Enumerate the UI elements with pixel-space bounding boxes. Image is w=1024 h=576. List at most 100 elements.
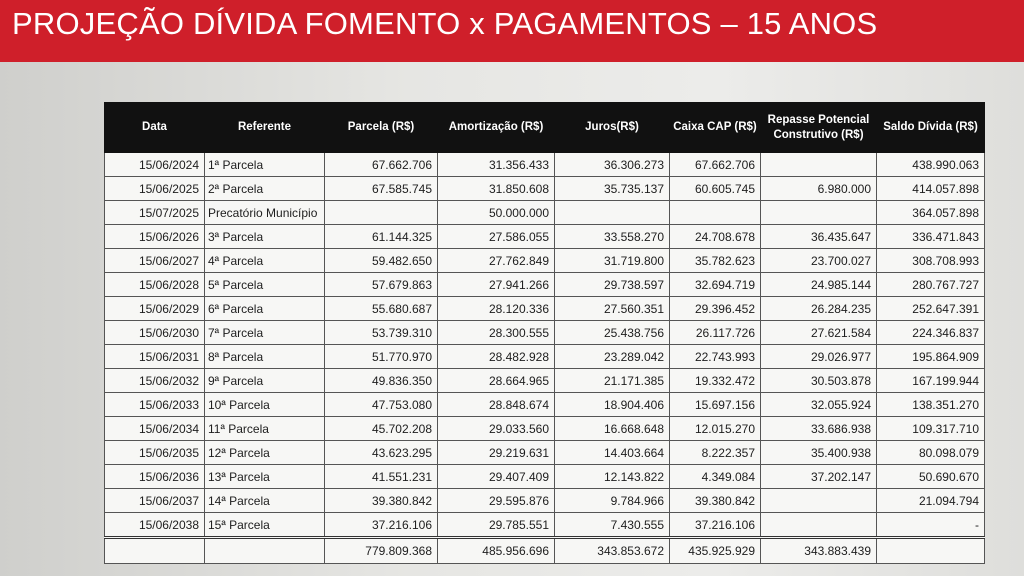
table-cell: 49.836.350	[324, 368, 438, 393]
table-cell: 364.057.898	[876, 200, 985, 225]
table-cell: 9.784.966	[554, 488, 670, 513]
total-cell: 343.853.672	[554, 536, 670, 564]
table-cell: 41.551.231	[324, 464, 438, 489]
table-cell: 29.738.597	[554, 272, 670, 297]
total-cell: 485.956.696	[437, 536, 555, 564]
table-row: 15/06/2038 15ª Parcela 37.216.106 29.785.55…	[104, 512, 985, 538]
table-cell	[669, 200, 761, 225]
table-cell: 37.202.147	[760, 464, 877, 489]
table-cell: 33.558.270	[554, 224, 670, 249]
table-cell: 15/06/2037	[104, 488, 205, 513]
table-cell: 29.785.551	[437, 512, 555, 538]
table-cell: 12ª Parcela	[204, 440, 325, 465]
table-cell: 252.647.391	[876, 296, 985, 321]
table-cell: 15/06/2028	[104, 272, 205, 297]
table-cell: -	[876, 512, 985, 538]
table-cell: 15/06/2025	[104, 176, 205, 201]
table-cell: 51.770.970	[324, 344, 438, 369]
table-cell: 14ª Parcela	[204, 488, 325, 513]
table-cell: 8ª Parcela	[204, 344, 325, 369]
table-cell: 15/06/2032	[104, 368, 205, 393]
table-cell: 138.351.270	[876, 392, 985, 417]
table-cell: 11ª Parcela	[204, 416, 325, 441]
table-cell: 18.904.406	[554, 392, 670, 417]
table-cell: 28.664.965	[437, 368, 555, 393]
table-cell: 16.668.648	[554, 416, 670, 441]
table-cell: 50.000.000	[437, 200, 555, 225]
table-cell: 27.560.351	[554, 296, 670, 321]
table-cell: 45.702.208	[324, 416, 438, 441]
table-cell: 15/06/2033	[104, 392, 205, 417]
table-cell: 15/06/2029	[104, 296, 205, 321]
table-cell: 28.848.674	[437, 392, 555, 417]
table-cell: 55.680.687	[324, 296, 438, 321]
table-cell: 10ª Parcela	[204, 392, 325, 417]
table-cell: 47.753.080	[324, 392, 438, 417]
table-cell: 25.438.756	[554, 320, 670, 345]
table-cell: 80.098.079	[876, 440, 985, 465]
table-cell: 22.743.993	[669, 344, 761, 369]
table-cell	[554, 200, 670, 225]
table-row: 15/06/2025 2ª Parcela 67.585.745 31.850.608…	[104, 176, 985, 201]
table-cell: 39.380.842	[324, 488, 438, 513]
table-cell: 27.621.584	[760, 320, 877, 345]
table-cell: 37.216.106	[324, 512, 438, 538]
table-cell: 29.033.560	[437, 416, 555, 441]
table-cell: 15.697.156	[669, 392, 761, 417]
table-cell: 33.686.938	[760, 416, 877, 441]
total-cell: 343.883.439	[760, 536, 877, 564]
table-cell	[760, 200, 877, 225]
table-cell: 36.306.273	[554, 152, 670, 177]
table-row: 15/06/2036 13ª Parcela 41.551.231 29.407.40…	[104, 464, 985, 489]
table-cell: 23.289.042	[554, 344, 670, 369]
table-cell: 414.057.898	[876, 176, 985, 201]
table-cell: 15/06/2034	[104, 416, 205, 441]
total-cell: 779.809.368	[324, 536, 438, 564]
table-cell	[760, 488, 877, 513]
table-cell: 59.482.650	[324, 248, 438, 273]
table: Data Referente Parcela (R$) Amortização (R$…	[104, 102, 985, 564]
table-cell: 15/06/2026	[104, 224, 205, 249]
table-cell: 24.985.144	[760, 272, 877, 297]
column-header: Repasse Potencial Construtivo (R$)	[760, 102, 877, 153]
table-cell: 31.850.608	[437, 176, 555, 201]
table-cell: 53.739.310	[324, 320, 438, 345]
table-cell: 43.623.295	[324, 440, 438, 465]
table-cell: 28.120.336	[437, 296, 555, 321]
table-cell: 167.199.944	[876, 368, 985, 393]
table-row: 15/06/2028 5ª Parcela 57.679.863 27.941.266…	[104, 272, 985, 297]
column-header: Saldo Dívida (R$)	[876, 102, 985, 153]
table-cell: 23.700.027	[760, 248, 877, 273]
table-cell: 9ª Parcela	[204, 368, 325, 393]
table-cell: 5ª Parcela	[204, 272, 325, 297]
table-row: 15/06/2035 12ª Parcela 43.623.295 29.219.63…	[104, 440, 985, 465]
table-row: 15/06/2034 11ª Parcela 45.702.208 29.033.56…	[104, 416, 985, 441]
table-cell	[324, 200, 438, 225]
table-row: 15/06/2024 1ª Parcela 67.662.706 31.356.433…	[104, 152, 985, 177]
table-row: 15/06/2032 9ª Parcela 49.836.350 28.664.965…	[104, 368, 985, 393]
table-cell: 61.144.325	[324, 224, 438, 249]
table-cell: 32.694.719	[669, 272, 761, 297]
table-cell	[760, 152, 877, 177]
table-cell: Precatório Município	[204, 200, 325, 225]
table-cell: 12.015.270	[669, 416, 761, 441]
table-cell: 4ª Parcela	[204, 248, 325, 273]
table-row: 15/06/2037 14ª Parcela 39.380.842 29.595.87…	[104, 488, 985, 513]
table-cell: 57.679.863	[324, 272, 438, 297]
table-cell: 35.782.623	[669, 248, 761, 273]
total-cell	[104, 536, 205, 564]
table-row: 15/06/2029 6ª Parcela 55.680.687 28.120.336…	[104, 296, 985, 321]
table-cell: 21.171.385	[554, 368, 670, 393]
totals-row: 779.809.368 485.956.696 343.853.672 435.925…	[104, 536, 985, 564]
table-cell: 15/06/2036	[104, 464, 205, 489]
table-cell: 15ª Parcela	[204, 512, 325, 538]
table-cell: 29.219.631	[437, 440, 555, 465]
table-cell: 15/07/2025	[104, 200, 205, 225]
table-cell: 29.407.409	[437, 464, 555, 489]
table-cell: 60.605.745	[669, 176, 761, 201]
column-header: Data	[104, 102, 205, 153]
table-row: 15/06/2033 10ª Parcela 47.753.080 28.848.67…	[104, 392, 985, 417]
table-cell: 27.762.849	[437, 248, 555, 273]
table-body: 15/06/2024 1ª Parcela 67.662.706 31.356.433…	[104, 152, 985, 564]
table-cell: 27.941.266	[437, 272, 555, 297]
